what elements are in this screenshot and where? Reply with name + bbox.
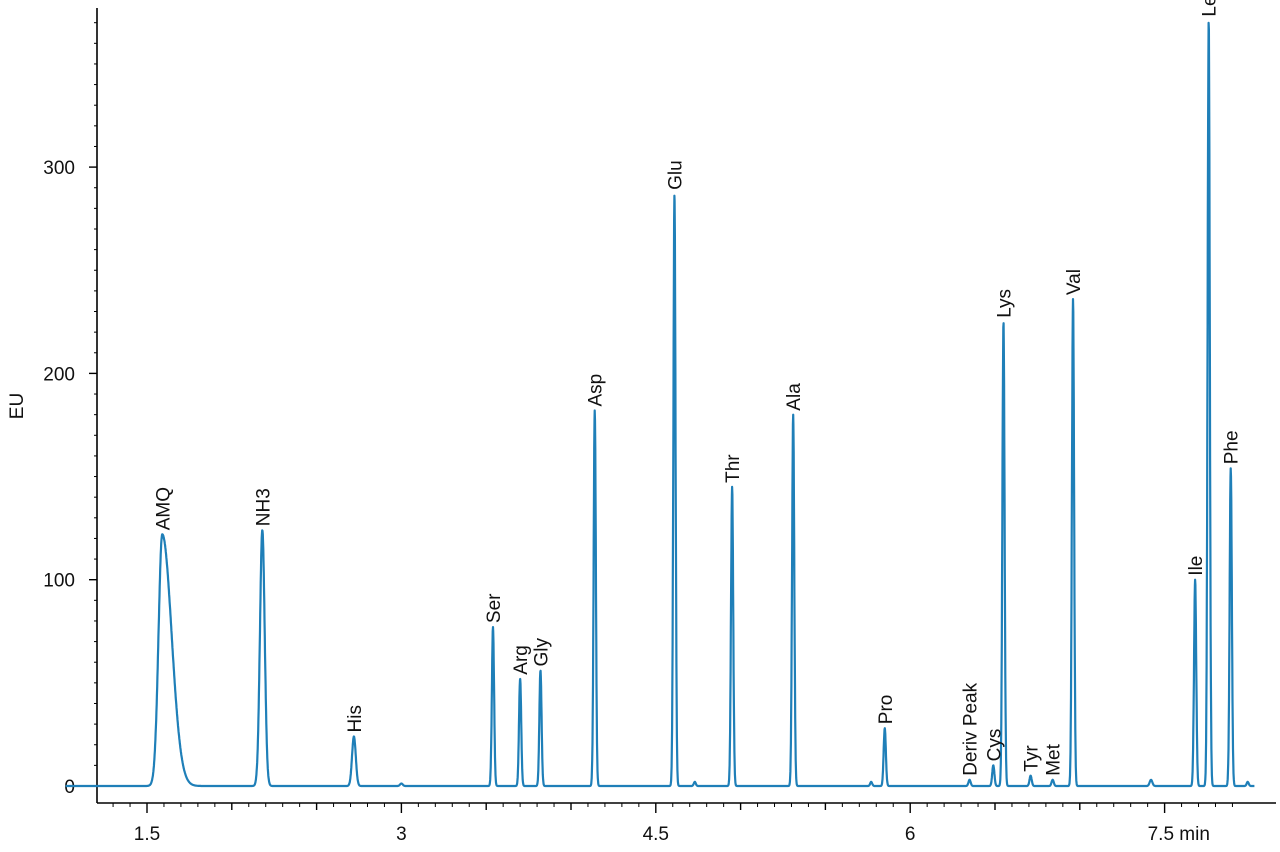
chromatogram-trace	[64, 21, 1256, 788]
axis-ticks	[89, 22, 1233, 813]
axis-tick-labels: 0 100 200 300 1.5 3 4.5 6 7.5 min	[43, 158, 1210, 845]
peak-label: Cys	[984, 729, 1005, 762]
peak-label: Gly	[532, 638, 553, 667]
y-tick-label: 300	[43, 158, 75, 179]
peak-label: AMQ	[153, 487, 174, 530]
peak-label: Phe	[1222, 430, 1243, 464]
peak-label: NH3	[253, 488, 274, 526]
x-tick-label: 7.5 min	[1148, 824, 1210, 845]
peak-label: Lys	[995, 289, 1016, 318]
y-tick-label: 100	[43, 571, 75, 592]
peak-label: Val	[1064, 269, 1085, 295]
y-tick-label: 200	[43, 364, 75, 385]
peak-label: Tyr	[1022, 745, 1043, 772]
peak-label: Arg	[511, 645, 532, 675]
peak-label: Ile	[1186, 556, 1207, 576]
peak-label: Deriv Peak	[961, 682, 982, 775]
x-tick-label: 3	[396, 824, 407, 845]
peak-label: Pro	[876, 695, 897, 725]
peak-label: His	[345, 705, 366, 732]
axes	[96, 8, 1276, 804]
x-tick-label: 6	[905, 824, 916, 845]
peak-label: Leu	[1200, 0, 1221, 17]
y-axis-label: EU	[7, 393, 28, 419]
peak-label: Asp	[586, 374, 607, 407]
peak-label: Ser	[484, 593, 505, 623]
x-tick-label: 1.5	[134, 824, 160, 845]
peak-label: Glu	[666, 160, 687, 190]
peak-labels: AMQ NH3 His Ser Arg Gly Asp Glu Thr Ala Pro Deriv P…	[153, 0, 1242, 776]
peak-label: Ala	[784, 383, 805, 411]
x-tick-label: 4.5	[643, 824, 669, 845]
peak-label: Met	[1044, 743, 1065, 775]
peak-label: Thr	[723, 454, 744, 483]
y-tick-label: 0	[64, 777, 75, 798]
